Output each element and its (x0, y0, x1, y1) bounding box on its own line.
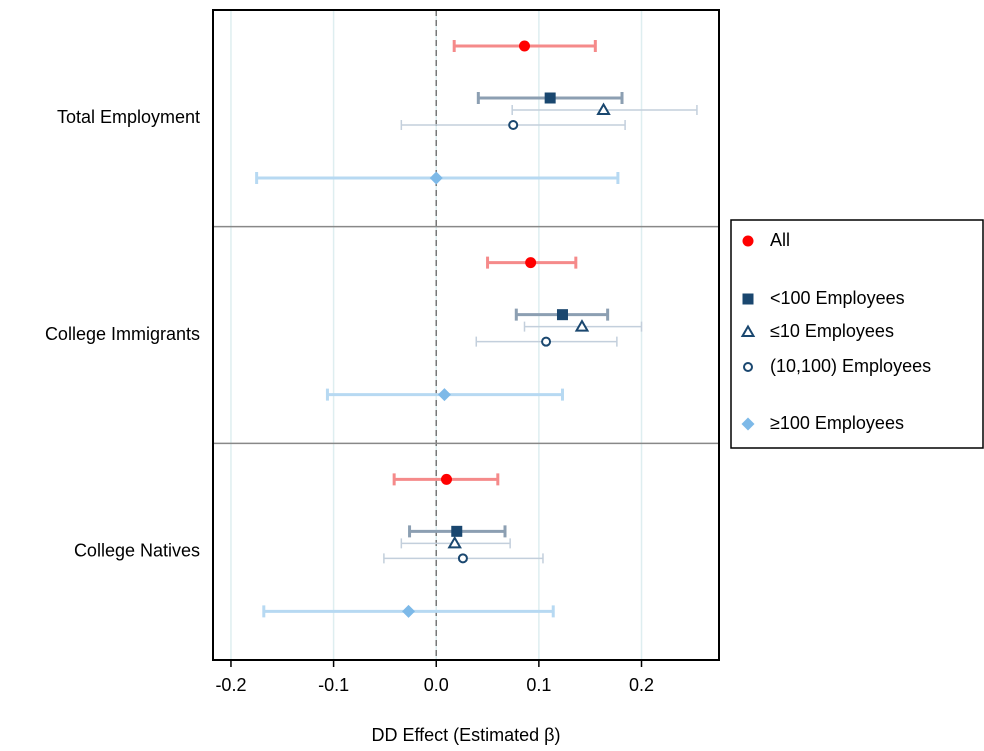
legend-item: All (742, 230, 790, 250)
point (508, 120, 519, 130)
point (525, 257, 537, 269)
point (437, 388, 451, 402)
point (451, 525, 463, 537)
legend-item: <100 Employees (742, 288, 905, 308)
point (541, 336, 552, 347)
point (544, 92, 556, 104)
point (743, 362, 753, 372)
point (429, 171, 443, 185)
legend-item: ≥100 Employees (741, 413, 904, 433)
y-tick-label: Total Employment (57, 107, 200, 127)
point (519, 40, 531, 52)
point (742, 235, 754, 247)
point (440, 473, 452, 485)
legend-label: ≥100 Employees (770, 413, 904, 433)
point (457, 553, 468, 564)
x-axis-label: DD Effect (Estimated β) (371, 725, 560, 745)
legend-item: ≤10 Employees (740, 321, 894, 341)
x-tick-label: 0.2 (629, 675, 654, 695)
point (556, 309, 568, 321)
point (742, 293, 754, 305)
x-tick-label: -0.2 (215, 675, 246, 695)
point (574, 319, 590, 332)
point (402, 604, 416, 618)
legend-item: (10,100) Employees (743, 356, 931, 376)
x-tick-label: 0.1 (526, 675, 551, 695)
point (447, 535, 462, 549)
point (596, 102, 611, 115)
legend-label: All (770, 230, 790, 250)
legend-label: <100 Employees (770, 288, 905, 308)
x-tick-label: 0.0 (424, 675, 449, 695)
legend-label: ≤10 Employees (770, 321, 894, 341)
legend-box (730, 219, 984, 449)
point (741, 417, 755, 431)
legend-label: (10,100) Employees (770, 356, 931, 376)
plot-frame (212, 9, 720, 661)
y-tick-label: College Natives (74, 540, 200, 560)
y-tick-label: College Immigrants (45, 324, 200, 344)
x-tick-label: -0.1 (318, 675, 349, 695)
point (740, 324, 756, 337)
